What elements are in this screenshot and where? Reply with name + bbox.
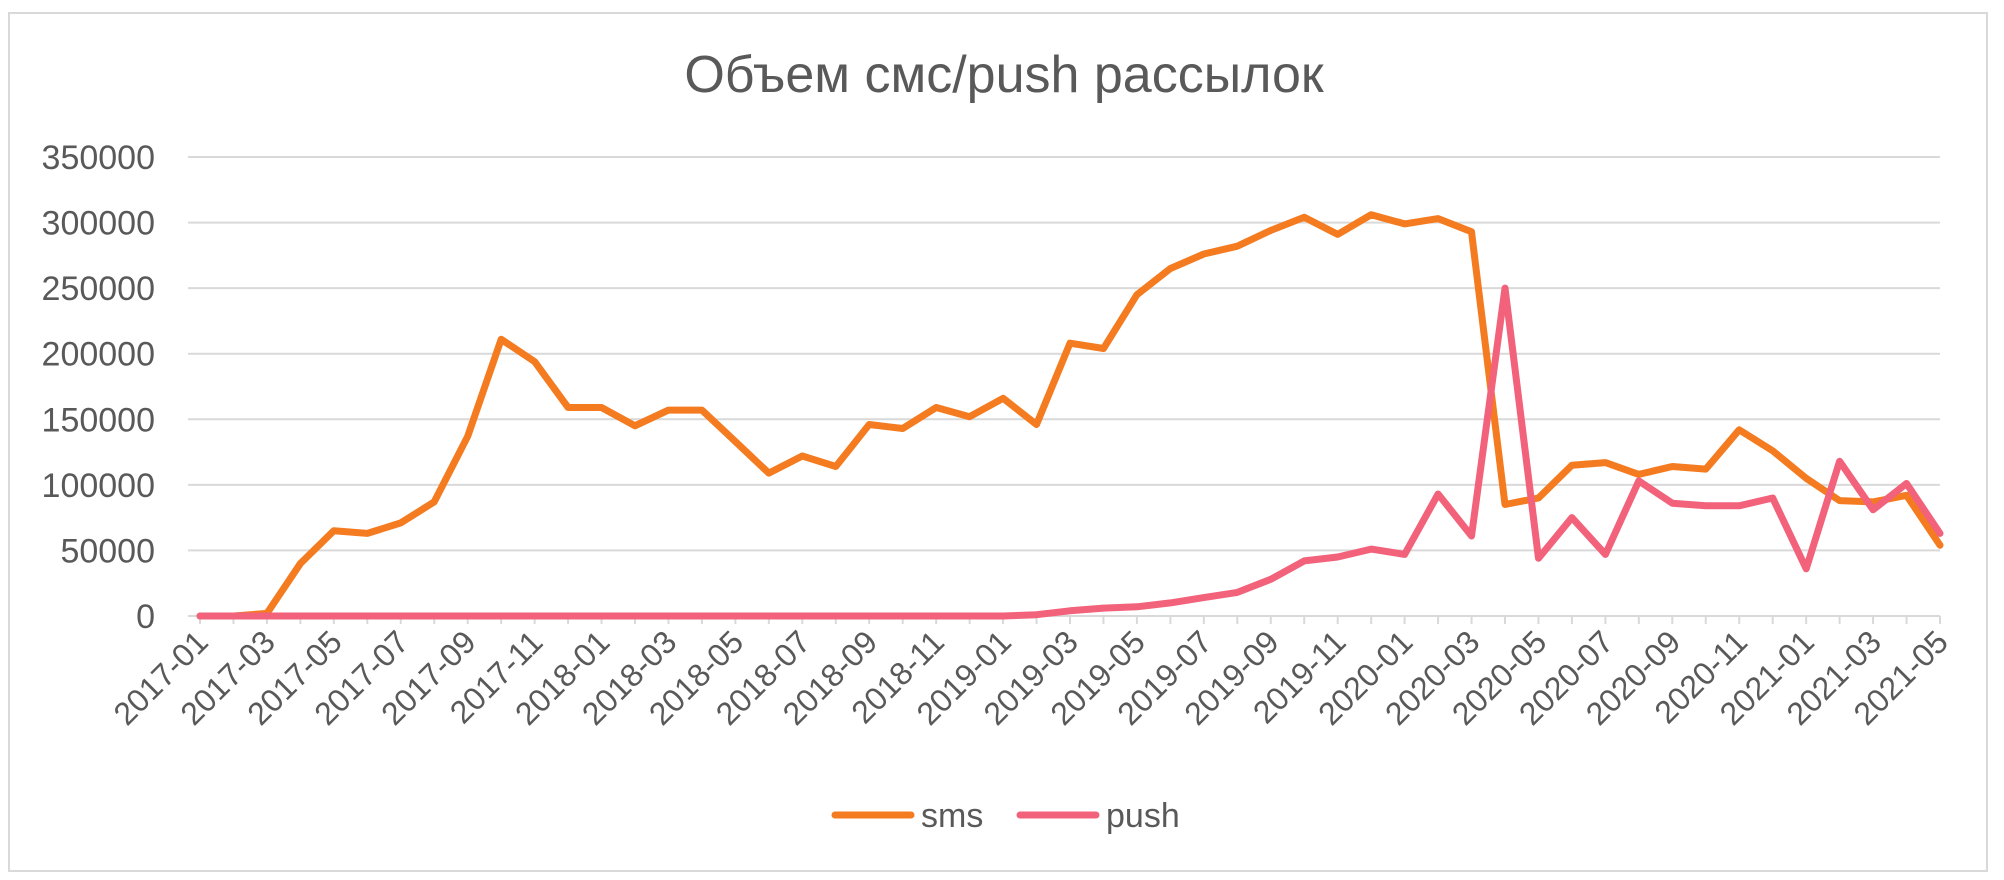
y-tick-label: 350000 <box>42 139 155 177</box>
y-tick-label: 150000 <box>42 401 155 439</box>
legend-label-push: push <box>1106 797 1180 835</box>
y-tick-label: 100000 <box>42 467 155 505</box>
chart-frame <box>8 12 1988 872</box>
chart-title: Объем смс/push рассылок <box>684 46 1324 104</box>
gridlines <box>188 156 1940 617</box>
y-tick-label: 50000 <box>60 532 155 570</box>
y-tick-label: 300000 <box>42 205 155 243</box>
y-axis-ticks: 0 50000 100000 150000 200000 250000 300000 3500… <box>42 139 155 636</box>
x-axis-ticks: 2017-012017-032017-052017-072017-092017-… <box>106 616 1955 732</box>
y-tick-label: 200000 <box>42 336 155 374</box>
y-tick-label: 250000 <box>42 270 155 308</box>
series-line-sms <box>196 211 1944 620</box>
series-lines <box>196 211 1944 620</box>
legend-label-sms: sms <box>921 797 983 835</box>
series-line-push <box>196 284 1944 620</box>
legend: sms push <box>831 797 1180 835</box>
y-tick-label: 0 <box>136 598 155 636</box>
